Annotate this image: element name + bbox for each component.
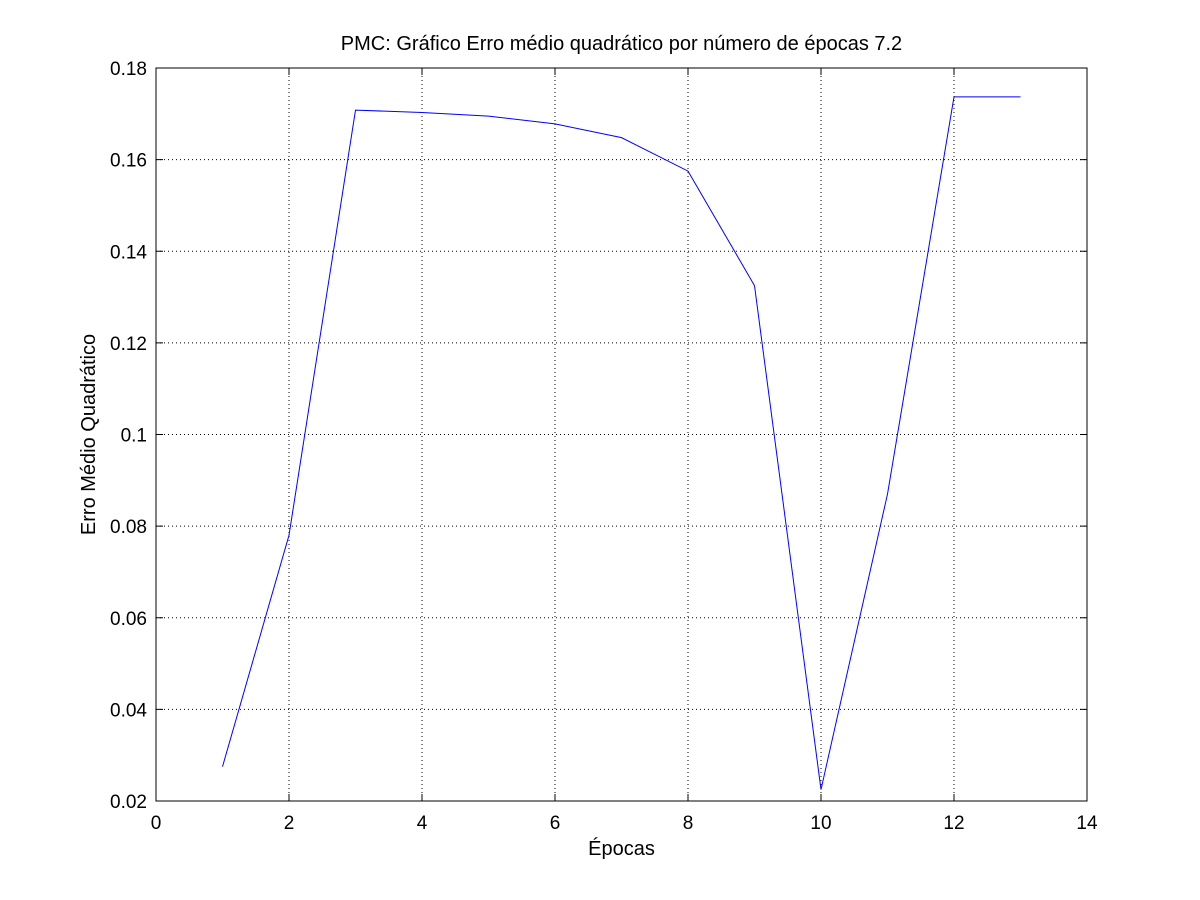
y-tick-label: 0.14 [110,242,147,263]
y-tick-label: 0.1 [121,426,147,447]
series-layer [222,96,1021,790]
y-tick-label: 0.18 [110,59,147,80]
y-tick-label: 0.06 [110,609,147,630]
y-axis-label: Erro Médio Quadrático [78,334,100,535]
x-tick-label: 10 [810,813,831,834]
y-tick-label: 0.16 [110,151,147,172]
x-axis-label: Épocas [588,837,655,860]
y-tick-label: 0.12 [110,334,147,355]
y-tick-label: 0.02 [110,792,147,813]
x-tick-label: 12 [943,813,964,834]
x-tick-label: 6 [550,813,561,834]
y-tick-label: 0.04 [110,700,147,721]
x-tick-label: 4 [417,813,428,834]
x-tick-label: 0 [151,813,162,834]
series-line [222,96,1021,790]
x-tick-label: 8 [683,813,694,834]
y-tick-label: 0.08 [110,517,147,538]
x-tick-label: 14 [1076,813,1098,834]
x-tick-label: 2 [284,813,295,834]
chart-title: PMC: Gráfico Erro médio quadrático por n… [341,33,902,55]
plot-area [155,67,1088,802]
axis-ticks: 0 2 4 6 8 10 12 14 0.02 0.04 0.06 0.08 0.1 0.12 0.14 0.… [110,59,1098,834]
